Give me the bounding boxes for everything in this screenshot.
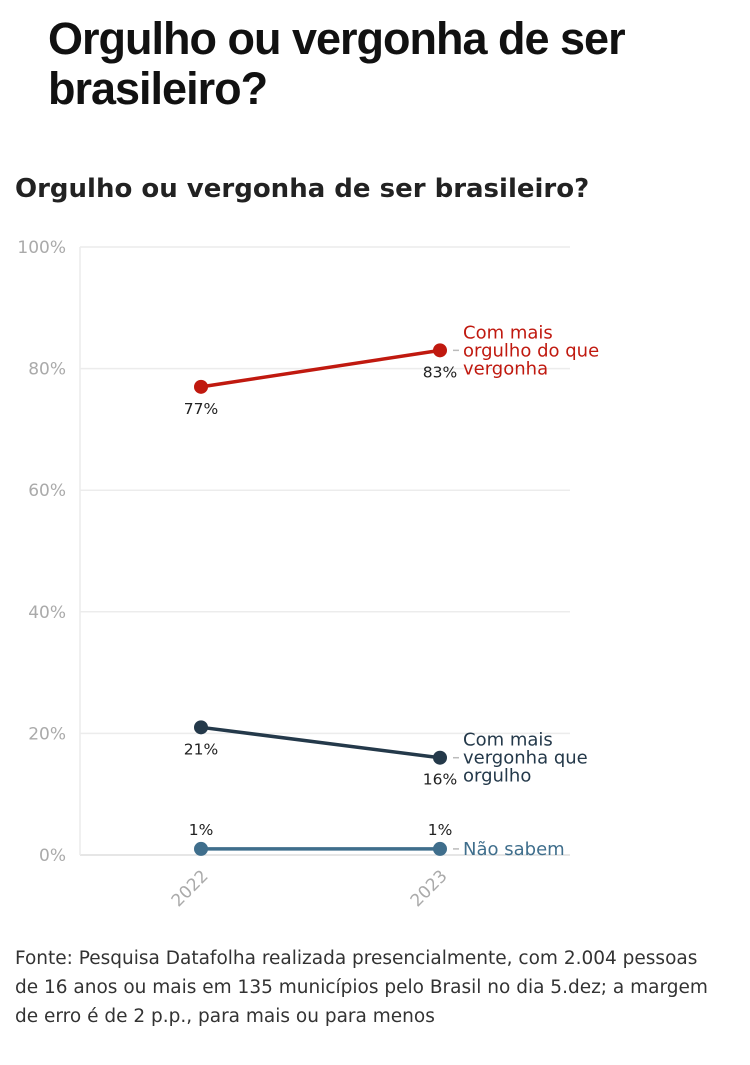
series-lines [200, 348, 441, 851]
y-tick-label: 60% [28, 481, 66, 501]
series-line [200, 725, 441, 760]
source-note: Fonte: Pesquisa Datafolha realizada pres… [15, 948, 708, 1027]
series-label-line: orgulho do que [463, 340, 599, 361]
series-label-line: Com mais [463, 322, 553, 343]
data-point [433, 841, 447, 856]
series-label-line: Com mais [463, 730, 553, 751]
data-point [433, 750, 447, 765]
x-axis-tick-labels: 2022 2023 [168, 866, 452, 911]
data-label: 83% [423, 363, 457, 381]
data-labels: 77% 83% 21% 16% 1% 1% [184, 363, 457, 839]
data-label: 1% [428, 821, 453, 839]
y-tick-label: 0% [39, 846, 66, 866]
data-label: 16% [423, 771, 457, 789]
y-tick-label: 40% [28, 603, 66, 623]
y-tick-label: 80% [28, 360, 66, 380]
data-point [433, 343, 447, 358]
data-point [194, 720, 208, 735]
x-tick-label: 2022 [168, 866, 213, 911]
series-label: Não sabem [463, 839, 565, 860]
series-label: Com mais vergonha que orgulho [463, 730, 588, 787]
data-label: 77% [184, 400, 218, 418]
series-label-line: vergonha que [463, 748, 588, 769]
line-chart: 0% 20% 40% 60% 80% 100% 2022 2023 77% 83% 21% 16%… [17, 238, 599, 911]
series-line [200, 348, 441, 389]
y-tick-label: 20% [28, 724, 66, 744]
y-tick-label: 100% [17, 238, 66, 258]
series-label: Com mais orgulho do que vergonha [463, 322, 599, 379]
data-point [194, 379, 208, 394]
series-label-line: vergonha [463, 358, 548, 379]
y-axis-tick-labels: 0% 20% 40% 60% 80% 100% [17, 238, 66, 866]
series-label-line: orgulho [463, 766, 531, 787]
headline: Orgulho ou vergonha de ser brasileiro? [48, 13, 626, 114]
series-label-line: Não sabem [463, 839, 565, 860]
data-label: 21% [184, 740, 218, 758]
chart-title: Orgulho ou vergonha de ser brasileiro? [15, 174, 590, 204]
data-point [194, 841, 208, 856]
x-tick-label: 2023 [407, 866, 452, 911]
data-label: 1% [189, 821, 214, 839]
series-markers [194, 343, 447, 856]
